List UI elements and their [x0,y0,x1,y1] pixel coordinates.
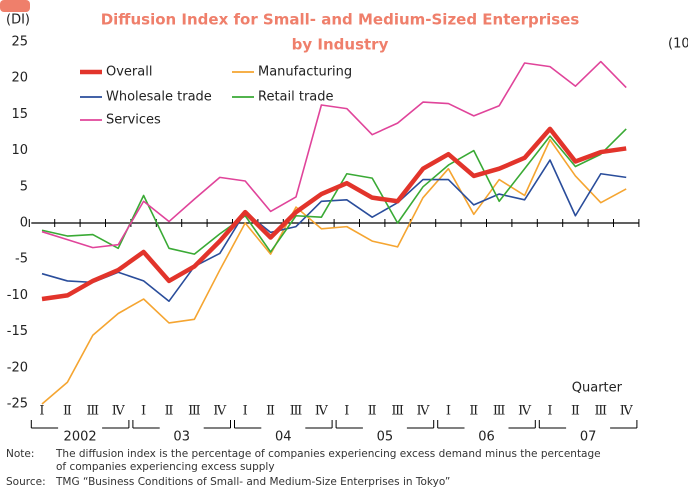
y-tick-label: 25 [11,35,28,50]
y-tick-label: -5 [15,252,28,267]
x-tick-label: Ⅰ [547,404,552,419]
note-text: of companies experiencing excess supply [56,461,275,473]
year-label: 2002 [64,430,97,445]
x-tick-label: Ⅰ [344,404,349,419]
legend-label: Manufacturing [258,65,352,80]
legend-label: Retail trade [258,90,334,105]
tab [0,0,30,12]
chart-title: by Industry [292,36,389,54]
series-line [41,126,627,302]
series-line [41,159,627,302]
y-tick-label: -10 [7,288,28,303]
y-tick-label: -25 [7,397,28,412]
y-tick-label: -20 [7,360,28,375]
x-tick-label: Ⅲ [493,404,506,419]
x-tick-label: Ⅱ [63,404,72,419]
x-tick-label: Ⅱ [266,404,275,419]
x-tick-label: Ⅰ [243,404,248,419]
note-label: Note: [6,448,34,460]
side-label: (10 [668,37,688,52]
x-tick-label: Ⅳ [213,404,227,419]
x-tick-label: Ⅱ [469,404,478,419]
x-tick-label: Ⅱ [165,404,174,419]
source-text: TMG “Business Conditions of Small- and M… [55,476,450,488]
x-tick-label: Ⅲ [188,404,201,419]
x-tick-label: Ⅰ [141,404,146,419]
y-tick-label: 15 [11,107,28,122]
y-tick-label: -15 [7,324,28,339]
x-annotation: Quarter [572,381,623,396]
x-tick-label: Ⅲ [391,404,404,419]
chart-title: Diffusion Index for Small- and Medium-Si… [101,11,580,29]
x-tick-label: Ⅲ [290,404,303,419]
legend-label: Overall [106,65,152,80]
year-label: 03 [173,430,190,445]
series-line [41,60,627,249]
year-label: 06 [478,430,495,445]
series-line [41,138,627,405]
x-tick-label: Ⅳ [315,404,329,419]
x-tick-label: Ⅳ [620,404,634,419]
y-axis-label: (DI) [6,13,30,28]
y-tick-label: 10 [11,143,28,158]
x-tick-label: Ⅲ [87,404,100,419]
series-line [41,128,627,255]
year-label: 07 [580,430,597,445]
source-label: Source: [6,476,46,488]
y-tick-label: 20 [11,71,28,86]
year-label: 04 [275,430,292,445]
y-tick-label: 0 [20,216,28,231]
x-tick-label: Ⅰ [446,404,451,419]
x-tick-label: Ⅱ [571,404,580,419]
x-tick-label: Ⅳ [112,404,126,419]
x-tick-label: Ⅳ [417,404,431,419]
x-tick-label: Ⅲ [595,404,608,419]
legend-label: Services [106,113,161,128]
y-tick-label: 5 [20,179,28,194]
legend-label: Wholesale trade [106,90,212,105]
x-tick-label: Ⅳ [518,404,532,419]
x-tick-label: Ⅰ [39,404,44,419]
note-text: The diffusion index is the percentage of… [55,448,601,460]
year-label: 05 [377,430,394,445]
x-tick-label: Ⅱ [368,404,377,419]
